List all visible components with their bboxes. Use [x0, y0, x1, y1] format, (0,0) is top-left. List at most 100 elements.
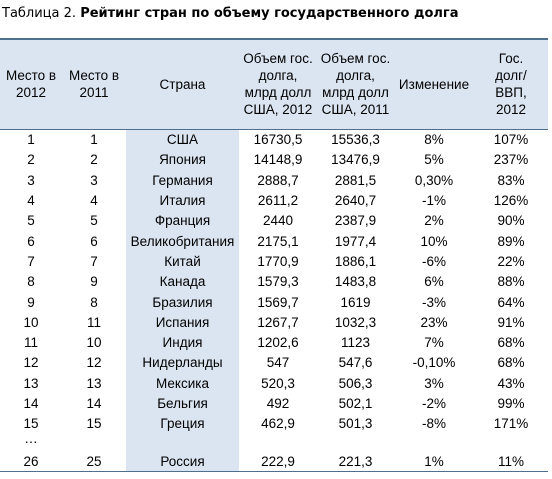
table-cell: 2 [90, 152, 98, 168]
table-cell: 13476,9 [331, 152, 380, 168]
header-row: Место в 2012 Место в 2011 Страна Объем гос. до… [0, 39, 548, 129]
table-cell: 22% [497, 253, 525, 269]
table-cell: 1886,1 [334, 253, 377, 269]
header-text: долг/ [495, 68, 527, 84]
table-cell: 11 [23, 335, 38, 351]
table-cell: 1770,9 [257, 253, 299, 269]
table-cell: 14 [86, 396, 102, 411]
table-cell: 547,6 [338, 355, 373, 371]
table-cell [239, 434, 317, 451]
header-text: Гос. [498, 51, 524, 67]
table-cell: Греция [126, 413, 239, 434]
table-cell: 14 [23, 396, 39, 411]
table-cell: 7% [424, 335, 444, 351]
table-cell: 107% [493, 132, 529, 148]
table-cell: 1032,3 [334, 314, 377, 330]
table-cell: 501,3 [338, 416, 373, 432]
table-row: 11 10 Индия 1202,6 1123 7% 68% [0, 332, 548, 353]
table-cell: Нидерланды [126, 352, 239, 374]
table-row: 5 5 Франция 2440 2387,9 2% 90% [0, 210, 548, 231]
table-cell: 7 [27, 253, 35, 269]
table-cell: 0,30% [414, 172, 454, 188]
header-text: Объем гос. [320, 51, 391, 67]
table-cell: 2% [424, 213, 444, 229]
table-row: 6 6 Великобритания 2175,1 1977,4 10% 89% [0, 230, 548, 252]
gap-row: … [0, 430, 548, 451]
table-row: 8 9 Канада 1579,3 1483,8 6% 88% [0, 271, 548, 292]
table-cell: 2440 [262, 213, 294, 229]
table-cell: 462,9 [261, 416, 295, 432]
table-cell: 13 [23, 375, 39, 391]
table-cell: -8% [421, 416, 446, 432]
header-cell: Страна [126, 39, 239, 129]
header-text: млрд долл [244, 85, 312, 101]
table-cell: 1483,8 [334, 274, 377, 290]
table-cell: -0,10% [412, 355, 456, 371]
table-cell: 15 [23, 416, 39, 432]
table-cell: 11 [86, 314, 101, 330]
table-cell: 10% [420, 233, 448, 249]
header-cell: Объем гос. долга, млрд долл США, 2011 [317, 39, 394, 129]
table-row: 3 3 Германия 2888,7 2881,5 0,30% 83% [0, 170, 548, 191]
header-text: Место в [68, 68, 120, 84]
table-cell: Япония [126, 149, 239, 171]
title: Таблица 2. Рейтинг стран по объему госуд… [2, 6, 459, 21]
gap-cell: … [24, 430, 38, 446]
table-cell: Россия [126, 450, 239, 472]
table-row: 2 2 Япония 14148,9 13476,9 5% 237% [0, 149, 548, 171]
table-cell: 2611,2 [257, 193, 299, 209]
table-cell: 1977,4 [334, 233, 377, 249]
table-cell: 26 [23, 453, 39, 469]
table-cell: 222,9 [261, 453, 295, 469]
header-text: ВВП, [495, 85, 527, 101]
table-cell: -2% [421, 396, 446, 411]
header-text: млрд долл [322, 85, 389, 101]
table-cell: 1569,7 [257, 294, 299, 310]
header-text: 2012 [15, 85, 47, 101]
table-cell: Бразилия [126, 291, 239, 313]
table-cell: 9 [90, 274, 98, 290]
table-cell: 5% [424, 152, 444, 168]
table-cell: 237% [493, 152, 529, 168]
table-cell [62, 434, 126, 451]
table-cell: 520,3 [261, 375, 295, 391]
table-cell: 1619 [340, 294, 371, 310]
table-cell: 64% [497, 294, 525, 310]
table-cell: -6% [421, 253, 446, 269]
table-cell: 13 [86, 375, 102, 391]
table-cell: 1123 [340, 335, 371, 351]
title-prefix: Таблица 2. [2, 6, 77, 21]
header-cell: Место в 2011 [62, 39, 126, 129]
table-cell: 1% [424, 453, 444, 469]
header-cell: Гос. долг/ВВП, 2012 [474, 39, 548, 129]
table-cell: 126% [493, 193, 529, 209]
table-row: 13 13 Мексика 520,3 506,3 3% 43% [0, 373, 548, 394]
table-row: 15 15 Греция 462,9 501,3 -8% 171% [0, 413, 548, 434]
table-cell [317, 434, 394, 451]
table-cell: 1 [27, 132, 35, 148]
table-cell: 2175,1 [257, 233, 299, 249]
table-row: 9 8 Бразилия 1569,7 1619 -3% 64% [0, 291, 548, 313]
table-cell: 7 [90, 253, 98, 269]
table-row: 1 1 США 16730,5 15536,3 8% 107% [0, 129, 548, 150]
table-cell: 9 [27, 294, 35, 310]
table: Место в 2012 Место в 2011 Страна Объем гос. до… [0, 38, 548, 472]
table-cell: 8% [424, 132, 444, 148]
table-cell: 502,1 [338, 396, 373, 411]
table-cell: Бельгия [126, 393, 239, 414]
table-cell: 16730,5 [253, 132, 303, 148]
table-cell: 25 [86, 453, 102, 469]
header-text: 2012 [495, 102, 527, 118]
table-cell: 8 [90, 294, 98, 310]
table-cell: 4 [90, 193, 98, 209]
header-text: долга, [258, 68, 298, 84]
table-cell: 2387,9 [334, 213, 377, 229]
table-cell: 2640,7 [334, 193, 377, 209]
table-cell: 15 [86, 416, 102, 432]
table-cell: 89% [497, 233, 525, 249]
header-text: Страна [159, 76, 206, 92]
header-cell: Изменение [394, 39, 474, 129]
table-cell: Канада [126, 271, 239, 292]
table-cell [474, 434, 548, 451]
